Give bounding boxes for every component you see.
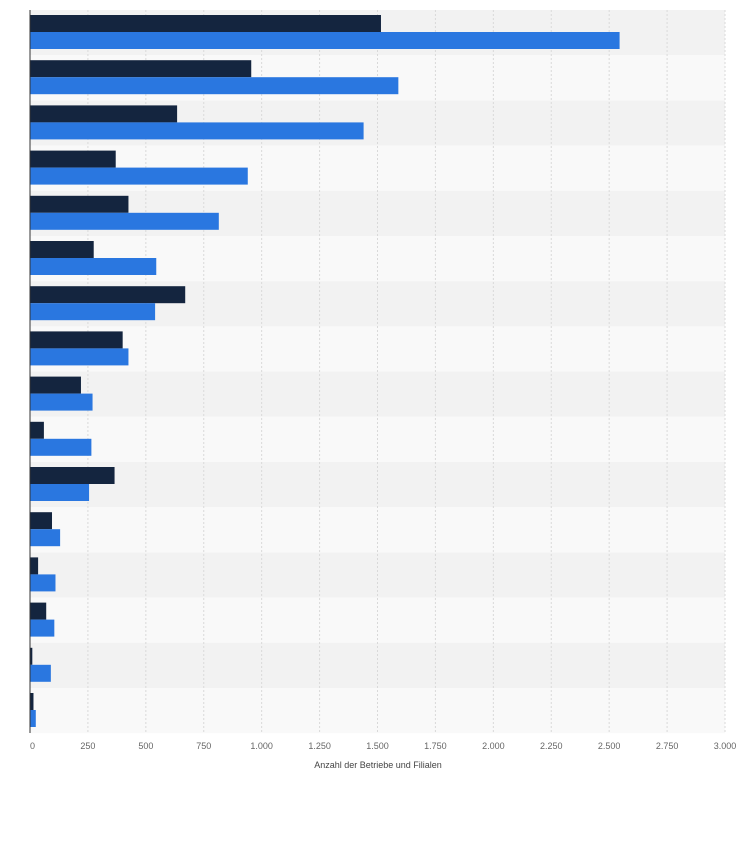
x-tick-label: 1.250 bbox=[308, 741, 331, 751]
bar bbox=[30, 376, 81, 394]
x-tick-label: 1.750 bbox=[424, 741, 447, 751]
bar bbox=[30, 512, 53, 530]
row-band bbox=[30, 462, 725, 508]
x-tick-label: 750 bbox=[196, 741, 211, 751]
bar bbox=[30, 258, 157, 275]
bar bbox=[30, 693, 34, 710]
bar bbox=[30, 167, 248, 185]
bar bbox=[30, 15, 381, 32]
x-tick-label: 2.500 bbox=[598, 741, 621, 751]
bar bbox=[30, 105, 178, 123]
bar bbox=[30, 467, 115, 484]
x-tick-label: 2.000 bbox=[482, 741, 505, 751]
row-band bbox=[30, 507, 725, 553]
row-band bbox=[30, 642, 725, 688]
x-tick-label: 1.000 bbox=[250, 741, 273, 751]
bar bbox=[30, 710, 36, 727]
bar bbox=[30, 331, 123, 349]
bar bbox=[30, 647, 33, 665]
x-tick-label: 1.500 bbox=[366, 741, 389, 751]
bar bbox=[30, 32, 620, 49]
bar bbox=[30, 303, 156, 321]
bar bbox=[30, 529, 61, 547]
bar bbox=[30, 60, 252, 78]
x-tick-label: 250 bbox=[80, 741, 95, 751]
x-tick-labels: 0 250 500 750 1.000 1.250 1.500 1.750 2.000 2.250… bbox=[30, 741, 736, 751]
row-band bbox=[30, 326, 725, 372]
bar bbox=[30, 348, 129, 366]
x-tick-label: 2.250 bbox=[540, 741, 563, 751]
bar bbox=[30, 602, 47, 620]
bar bbox=[30, 150, 116, 168]
bar bbox=[30, 619, 55, 637]
bar bbox=[30, 241, 94, 258]
bar bbox=[30, 77, 399, 95]
bars bbox=[30, 15, 620, 727]
bar bbox=[30, 122, 364, 140]
x-tick-label: 500 bbox=[138, 741, 153, 751]
row-band bbox=[30, 597, 725, 643]
bar bbox=[30, 421, 44, 439]
bar bbox=[30, 557, 39, 575]
x-tick-label: 3.000 bbox=[714, 741, 737, 751]
x-tick-label: 0 bbox=[30, 741, 35, 751]
bar bbox=[30, 195, 129, 213]
bar bbox=[30, 664, 51, 682]
bar bbox=[30, 574, 56, 592]
bar bbox=[30, 484, 90, 501]
bar bbox=[30, 438, 92, 456]
bar bbox=[30, 212, 219, 230]
x-axis-label: Anzahl der Betriebe und Filialen bbox=[314, 760, 442, 770]
bar bbox=[30, 286, 186, 304]
bar bbox=[30, 393, 93, 411]
x-tick-label: 2.750 bbox=[656, 741, 679, 751]
